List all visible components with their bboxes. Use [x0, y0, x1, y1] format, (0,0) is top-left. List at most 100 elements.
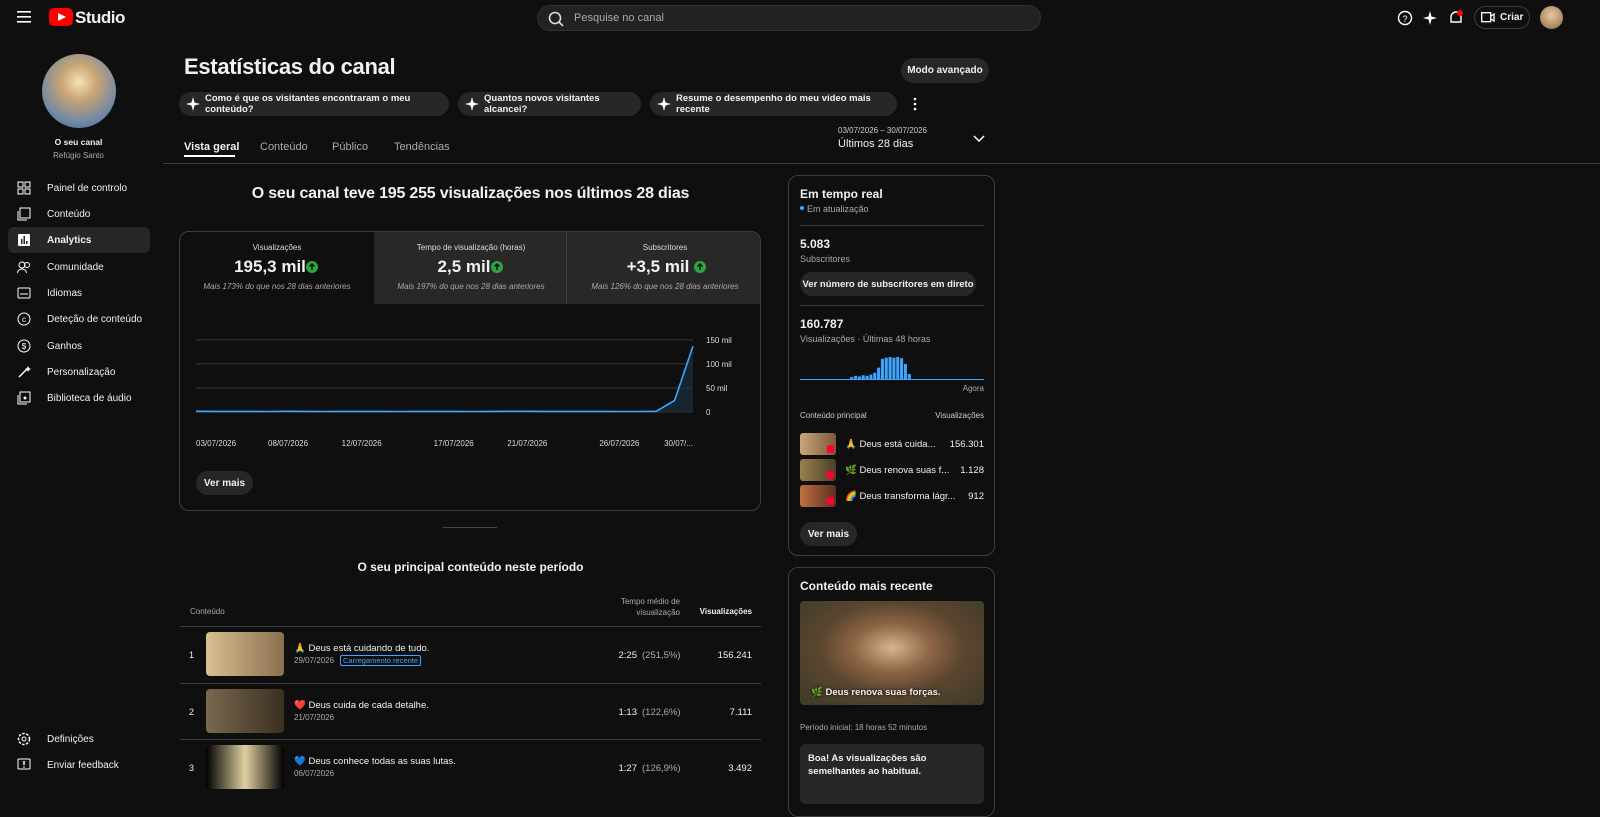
- trend-up-icon: [694, 261, 706, 273]
- prompt-text: Como é que os visitantes encontraram o m…: [205, 93, 411, 115]
- nav-label: Personalização: [47, 366, 116, 378]
- metric-label: Tempo de visualização (horas): [416, 243, 526, 252]
- video-views: 1.128: [960, 465, 984, 476]
- divider: [163, 163, 1600, 164]
- more-icon[interactable]: [912, 97, 918, 111]
- bar: [877, 367, 881, 379]
- logo-text[interactable]: Studio: [75, 8, 125, 27]
- channel-avatar[interactable]: [42, 54, 116, 128]
- nav-icon: [17, 758, 31, 770]
- x-tick-label: 21/07/2026: [507, 439, 548, 448]
- nav-item-active[interactable]: Analytics: [8, 227, 150, 253]
- subscriber-count: 5.083: [800, 237, 831, 251]
- create-button[interactable]: Criar: [1474, 6, 1530, 29]
- nav-label: Conteúdo: [47, 208, 91, 220]
- nav-item[interactable]: Idiomas: [8, 280, 150, 306]
- nav-label: Ganhos: [47, 340, 83, 352]
- svg-text:?: ?: [1402, 14, 1407, 24]
- nav-label: Biblioteca de áudio: [47, 392, 132, 404]
- column-header: Conteúdo: [190, 607, 225, 616]
- line: [195, 345, 694, 413]
- nav-icon: [17, 207, 31, 221]
- notifications-icon[interactable]: [1447, 9, 1465, 27]
- video-title[interactable]: 🌿 Deus renova suas f...: [845, 465, 950, 476]
- bar: [903, 363, 907, 379]
- nav-item[interactable]: Painel de controlo: [8, 175, 150, 201]
- thumbnail[interactable]: [206, 632, 284, 676]
- help-icon[interactable]: ?: [1397, 10, 1413, 26]
- ai-icon[interactable]: [1422, 10, 1438, 26]
- create-label: Criar: [1500, 12, 1524, 23]
- live-subscribers-button[interactable]: Ver número de subscritores em direto: [800, 272, 976, 296]
- period[interactable]: Últimos 28 dias: [838, 138, 914, 150]
- video-title[interactable]: 💙 Deus conhece todas as suas lutas.: [294, 756, 456, 767]
- video-date: 21/07/2026: [294, 712, 335, 722]
- nav-item[interactable]: Definições: [8, 726, 150, 752]
- sparkle-icon: [186, 97, 200, 111]
- advanced-mode-button[interactable]: Modo avançado: [901, 58, 989, 83]
- x-tick-label: 08/07/2026: [268, 439, 309, 448]
- video-title[interactable]: 🙏 Deus está cuida...: [845, 439, 936, 450]
- trend-arrow: [308, 262, 316, 270]
- tab-underline: [184, 155, 235, 157]
- nav-icon: [18, 366, 31, 378]
- tab[interactable]: Público: [332, 141, 369, 153]
- x-tick-label: 17/07/2026: [434, 439, 475, 448]
- tab[interactable]: Tendências: [394, 141, 450, 153]
- x-tick-label: 03/07/2026: [196, 439, 237, 448]
- menu-icon[interactable]: [17, 11, 31, 23]
- area: [196, 346, 693, 412]
- prompt-chip[interactable]: Resume o desempenho do meu vídeo mais re…: [650, 92, 897, 116]
- prompt-chip[interactable]: Como é que os visitantes encontraram o m…: [179, 92, 449, 116]
- video-title[interactable]: 🌈 Deus transforma lágr...: [845, 491, 956, 502]
- y-tick-label: 150 mil: [706, 336, 732, 345]
- nav-item[interactable]: Conteúdo: [8, 201, 150, 227]
- period-dropdown-icon[interactable]: [973, 135, 985, 143]
- nav-item[interactable]: c Deteção de conteúdo: [8, 306, 150, 332]
- channel-label: O seu canal: [54, 137, 103, 147]
- nav-item[interactable]: Personalização: [8, 359, 150, 385]
- nav-item[interactable]: $ Ganhos: [8, 333, 150, 359]
- nav-item[interactable]: Biblioteca de áudio: [8, 385, 150, 411]
- tab[interactable]: Conteúdo: [260, 141, 308, 153]
- tab-active[interactable]: Vista geral: [184, 141, 240, 153]
- bar: [857, 376, 861, 379]
- realtime-status: Em atualização: [807, 204, 869, 214]
- avg-duration: 1:27: [618, 763, 638, 774]
- bar: [865, 375, 869, 379]
- sparkle-icon: [657, 97, 671, 111]
- prompt-text: Quantos novos visitantes alcancei?: [484, 93, 600, 115]
- column-header: Visualizações: [699, 607, 752, 616]
- thumbnail[interactable]: [206, 688, 284, 733]
- video-title[interactable]: 🙏 Deus está cuidando de tudo.: [294, 643, 430, 654]
- now-label: Agora: [962, 384, 984, 393]
- search-box[interactable]: Pesquise no canal: [537, 5, 1041, 31]
- nav-icon: [17, 181, 31, 195]
- latest-message: Boa! As visualizações são semelhantes ao…: [800, 744, 984, 804]
- video-title[interactable]: ❤️ Deus cuida de cada detalhe.: [294, 699, 429, 711]
- prompt-text: Resume o desempenho do meu vídeo mais re…: [676, 93, 871, 115]
- shorts-badge: [827, 497, 834, 505]
- bar: [861, 375, 865, 379]
- see-more-button[interactable]: Ver mais: [196, 471, 253, 495]
- nav-label: Enviar feedback: [47, 759, 119, 771]
- see-more-button[interactable]: Ver mais: [800, 522, 857, 546]
- bar: [880, 358, 884, 379]
- x-tick-label: 30/07/...: [664, 439, 693, 448]
- latest-video-title[interactable]: 🌿 Deus renova suas forças.: [811, 687, 941, 698]
- nav-item[interactable]: Enviar feedback: [8, 752, 150, 778]
- rank: 3: [189, 763, 195, 773]
- thumbnail[interactable]: [206, 745, 284, 789]
- nav-item[interactable]: Comunidade: [8, 254, 150, 280]
- channel-name: Refúgio Santo: [53, 151, 104, 160]
- account-avatar[interactable]: [1540, 6, 1563, 29]
- latest-period: Período inicial: 18 horas 52 minutos: [800, 723, 928, 732]
- trend-up-icon: [306, 261, 318, 273]
- metric-label: Visualizações: [252, 243, 302, 252]
- latest-thumbnail[interactable]: [800, 601, 984, 705]
- logo-icon[interactable]: [49, 8, 73, 26]
- top-bar: Studio Pesquise no canal ? Criar: [0, 0, 1600, 36]
- prompt-chip[interactable]: Quantos novos visitantes alcancei?: [458, 92, 641, 116]
- date-range[interactable]: 03/07/2026 – 30/07/2026: [838, 126, 927, 135]
